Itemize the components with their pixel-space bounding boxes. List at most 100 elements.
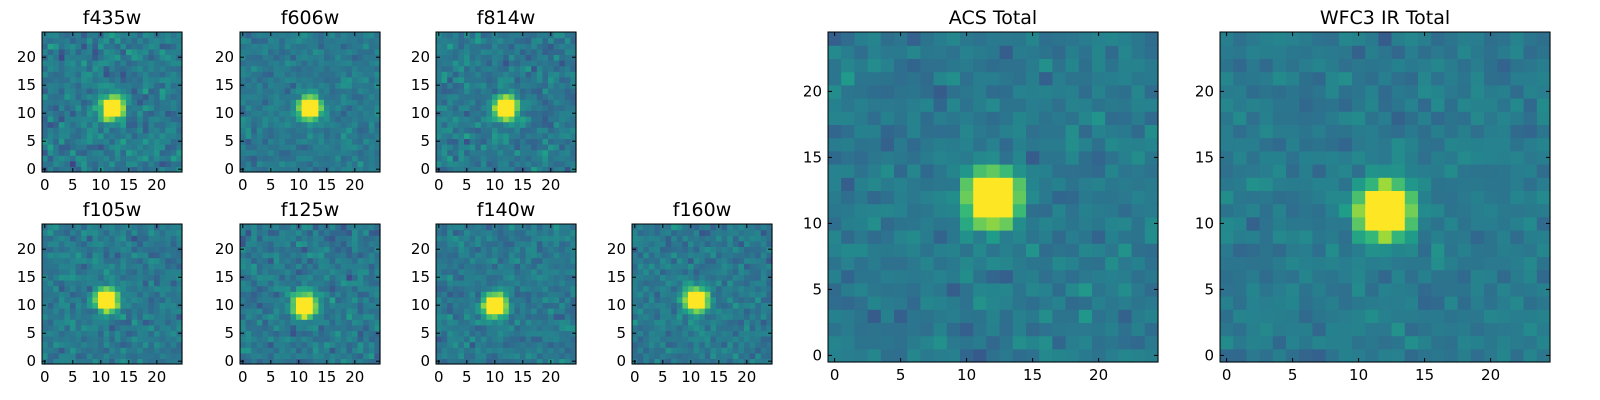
heatmap-cell — [47, 93, 54, 100]
heatmap-cell — [53, 268, 60, 275]
heatmap-cell — [841, 190, 855, 205]
heatmap-cell — [570, 127, 577, 134]
heatmap-cell — [114, 324, 121, 331]
heatmap-cell — [760, 274, 767, 281]
heatmap-cell — [273, 308, 280, 315]
heatmap-cell — [760, 313, 767, 320]
heatmap-cell — [469, 43, 476, 50]
heatmap-cell — [1078, 309, 1093, 323]
heatmap-cell — [273, 252, 280, 259]
heatmap-cell — [760, 285, 767, 292]
heatmap-cell — [520, 229, 527, 236]
heatmap-cell — [340, 336, 347, 343]
heatmap-cell — [475, 296, 482, 303]
heatmap-cell — [329, 82, 336, 89]
heatmap-cell — [374, 160, 381, 167]
heatmap-cell — [749, 296, 756, 303]
heatmap-cell — [665, 347, 672, 354]
heatmap-cell — [531, 341, 538, 348]
heatmap-cell — [170, 352, 177, 359]
heatmap-cell — [81, 65, 88, 72]
heatmap-cell — [363, 319, 370, 326]
heatmap-cell — [262, 319, 269, 326]
heatmap-cell — [854, 177, 869, 191]
heatmap-cell — [335, 132, 342, 139]
heatmap-cell — [665, 291, 672, 298]
heatmap-cell — [142, 60, 149, 67]
heatmap-cell — [492, 313, 499, 320]
heatmap-cell — [907, 282, 921, 297]
heatmap-cell — [986, 164, 1001, 178]
heatmap-cell — [318, 224, 325, 231]
heatmap-cell — [312, 132, 319, 139]
heatmap-cell — [307, 71, 314, 78]
heatmap-cell — [256, 166, 263, 173]
heatmap-cell — [665, 268, 672, 275]
heatmap-cell — [458, 313, 465, 320]
heatmap-cell — [256, 235, 263, 242]
heatmap-cell — [92, 257, 99, 264]
heatmap-cell — [654, 302, 661, 309]
heatmap-cell — [251, 155, 258, 162]
heatmap-cell — [469, 110, 476, 117]
heatmap-cell — [86, 104, 93, 111]
heatmap-cell — [363, 65, 370, 72]
heatmap-cell — [170, 71, 177, 78]
heatmap-cell — [352, 308, 359, 315]
heatmap-cell — [755, 224, 762, 231]
heatmap-cell — [564, 319, 571, 326]
heatmap-cell — [296, 252, 303, 259]
heatmap-cell — [290, 99, 297, 106]
heatmap-cell — [660, 347, 667, 354]
heatmap-cell — [170, 127, 177, 134]
heatmap-cell — [262, 296, 269, 303]
heatmap-cell — [999, 243, 1014, 257]
heatmap-cell — [75, 252, 82, 259]
heatmap-cell — [284, 138, 291, 145]
heatmap-cell — [738, 330, 745, 337]
heatmap-cell — [114, 88, 121, 95]
heatmap-cell — [296, 54, 303, 61]
heatmap-cell — [262, 93, 269, 100]
heatmap-cell — [755, 263, 762, 270]
heatmap-cell — [301, 280, 308, 287]
heatmap-cell — [176, 252, 183, 259]
heatmap-cell — [749, 235, 756, 242]
heatmap-cell — [436, 341, 443, 348]
heatmap-cell — [340, 93, 347, 100]
heatmap-cell — [738, 341, 745, 348]
heatmap-cell — [542, 280, 549, 287]
heatmap-cell — [284, 246, 291, 253]
heatmap-cell — [368, 308, 375, 315]
heatmap-cell — [251, 280, 258, 287]
heatmap-cell — [262, 291, 269, 298]
heatmap-cell — [273, 229, 280, 236]
heatmap-cell — [907, 230, 921, 244]
heatmap-cell — [553, 65, 560, 72]
heatmap-cell — [654, 319, 661, 326]
heatmap-cell — [907, 322, 921, 337]
heatmap-cell — [47, 43, 54, 50]
heatmap-cell — [346, 149, 353, 156]
heatmap-cell — [368, 268, 375, 275]
heatmap-cell — [346, 308, 353, 315]
heatmap-cell — [841, 256, 855, 271]
heatmap-cell — [492, 99, 499, 106]
heatmap-cell — [475, 252, 482, 259]
heatmap-cell — [114, 71, 121, 78]
heatmap-cell — [492, 138, 499, 145]
heatmap-cell — [660, 313, 667, 320]
heatmap-cell — [284, 358, 291, 365]
heatmap-cell — [340, 246, 347, 253]
heatmap-cell — [497, 240, 504, 247]
heatmap-cell — [98, 110, 105, 117]
heatmap-cell — [542, 319, 549, 326]
heatmap-cell — [109, 246, 116, 253]
heatmap-cell — [436, 229, 443, 236]
heatmap-cell — [352, 43, 359, 50]
heatmap-cell — [447, 121, 454, 128]
heatmap-cell — [142, 229, 149, 236]
heatmap-cell — [1105, 203, 1119, 218]
heatmap-cell — [159, 138, 166, 145]
heatmap-cell — [170, 330, 177, 337]
